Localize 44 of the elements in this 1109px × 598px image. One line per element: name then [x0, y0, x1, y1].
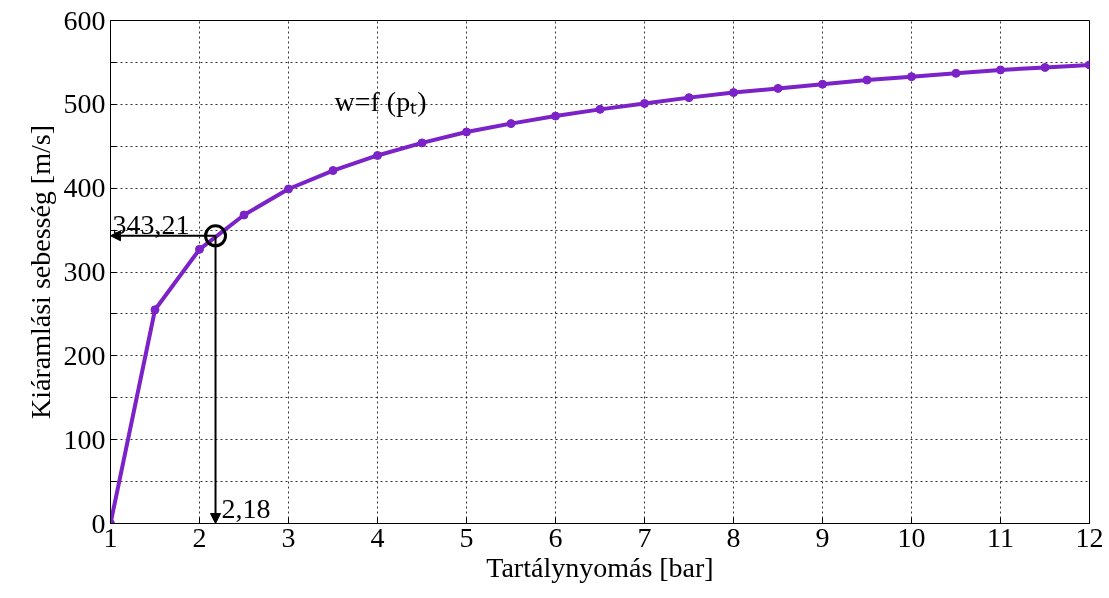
x-tick-label: 7	[637, 521, 652, 553]
y-axis-title: Kiáramlási sebesség [m/s]	[24, 125, 56, 419]
point	[996, 65, 1005, 75]
y-tick-label: 0	[91, 507, 106, 539]
point	[862, 75, 872, 85]
point	[284, 184, 293, 194]
point	[640, 99, 649, 108]
point	[373, 150, 382, 160]
x-tick-label: 9	[815, 521, 830, 553]
point	[907, 72, 916, 82]
point	[150, 305, 160, 315]
point	[773, 83, 783, 93]
x-tick-label: 2	[192, 521, 207, 553]
x-tick-label: 12	[1075, 521, 1104, 553]
point	[417, 138, 427, 148]
point	[506, 119, 516, 129]
x-tick-label: 3	[281, 521, 296, 553]
point	[551, 111, 560, 121]
y-tick-label: 100	[63, 423, 106, 455]
y-tick-label: 300	[63, 256, 106, 287]
x-tick-label: 11	[987, 521, 1014, 553]
x-tick-label: 10	[897, 521, 926, 553]
annotation: 343,21	[112, 208, 190, 240]
x-tick-label: 5	[459, 521, 474, 553]
x-tick-label: 4	[370, 521, 385, 553]
y-tick-label: 200	[63, 339, 106, 371]
x-tick-label: 6	[548, 521, 563, 553]
x-tick-label: 8	[726, 521, 741, 553]
point	[1040, 62, 1050, 72]
point	[462, 127, 471, 137]
point	[951, 68, 961, 78]
series-label: w=f (pₜ)	[334, 85, 427, 117]
point	[818, 79, 827, 89]
annotation: 2,18	[221, 492, 271, 524]
y-tick-label: 500	[63, 88, 106, 120]
point	[684, 93, 694, 103]
point	[195, 244, 204, 254]
point	[729, 88, 738, 98]
y-tick-label: 400	[63, 172, 106, 204]
y-tick-label: 600	[63, 4, 106, 36]
point	[328, 166, 338, 176]
x-axis-title: Tartálynyomás [bar]	[486, 551, 714, 583]
point	[239, 210, 249, 220]
point	[595, 104, 605, 114]
